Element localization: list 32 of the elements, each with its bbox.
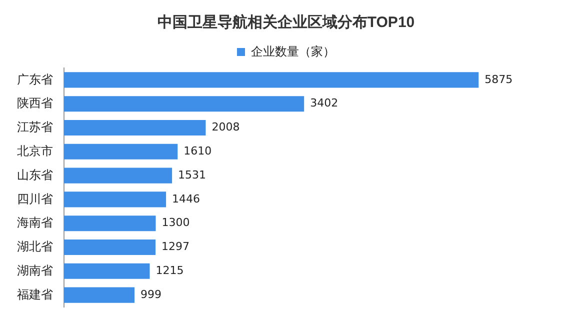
bar (64, 72, 479, 88)
data-label: 2008 (212, 120, 240, 134)
data-label: 1610 (184, 144, 212, 158)
y-tick-label: 福建省 (17, 287, 53, 302)
data-label: 1531 (178, 168, 206, 182)
data-label: 3402 (310, 96, 338, 110)
chart-title: 中国卫星导航相关企业区域分布TOP10 (157, 13, 415, 32)
y-tick-label: 四川省 (17, 192, 53, 206)
data-label: 5875 (484, 72, 513, 86)
y-tick-label: 湖南省 (17, 263, 53, 278)
bar (64, 96, 304, 112)
data-label: 1297 (162, 240, 190, 254)
y-tick-label: 江苏省 (17, 120, 53, 134)
bar (64, 216, 156, 232)
y-tick-label: 陕西省 (17, 96, 53, 110)
y-tick-label: 北京市 (17, 144, 53, 158)
bar (64, 239, 156, 256)
data-label: 1300 (162, 216, 190, 230)
y-tick-label: 海南省 (17, 216, 53, 230)
bar (64, 144, 178, 160)
data-label: 999 (140, 288, 162, 301)
bar (64, 168, 172, 184)
data-label: 1215 (156, 264, 184, 278)
data-label: 1446 (172, 192, 200, 206)
y-tick-label: 湖北省 (17, 240, 53, 254)
bar (64, 120, 206, 136)
bar (64, 192, 166, 208)
bar (64, 287, 134, 303)
y-tick-label: 广东省 (17, 72, 53, 86)
bar (64, 263, 150, 279)
y-tick-label: 山东省 (17, 168, 53, 182)
legend-label: 企业数量（家） (251, 44, 335, 58)
